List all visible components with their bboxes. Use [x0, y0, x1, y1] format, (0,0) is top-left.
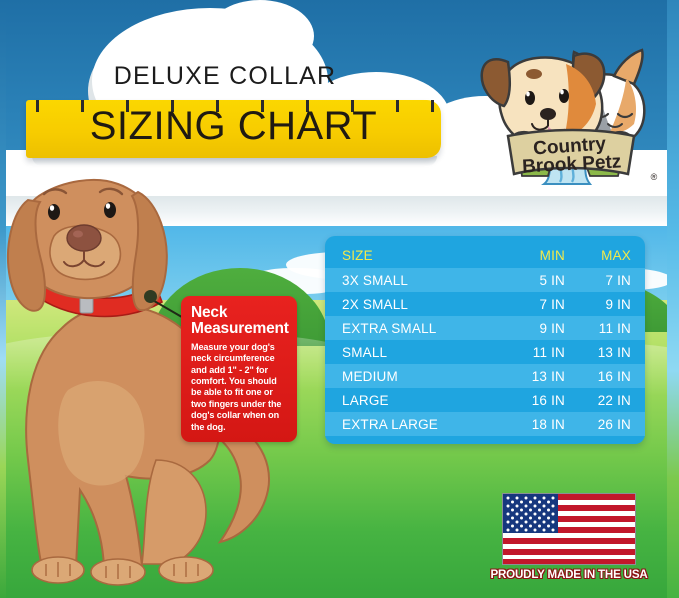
cell-size: EXTRA LARGE [342, 416, 438, 432]
table-header-row: SIZE MIN MAX [325, 242, 645, 268]
cell-size: LARGE [342, 392, 389, 408]
ruler-tick [126, 100, 129, 112]
left-border-strip [0, 0, 6, 598]
cell-max: 11 IN [598, 320, 631, 336]
right-border-strip [667, 0, 679, 598]
table-row: SMALL 11 IN 13 IN [325, 340, 645, 364]
table-row: EXTRA SMALL 9 IN 11 IN [325, 316, 645, 340]
callout-title-line2: Measurement [191, 319, 289, 337]
country-brook-petz-logo: Country Brook Petz ® [478, 26, 664, 186]
cell-min: 9 IN [539, 320, 565, 336]
column-header-max: MAX [601, 247, 631, 263]
sizing-chart-banner: SIZING CHART [26, 100, 441, 166]
cell-min: 18 IN [531, 416, 565, 432]
table-row: EXTRA LARGE 18 IN 26 IN [325, 412, 645, 436]
ruler-tick [81, 100, 84, 112]
cell-size: 2X SMALL [342, 296, 409, 312]
ruler-tick [261, 100, 264, 112]
cell-max: 22 IN [597, 392, 631, 408]
table-row: 2X SMALL 7 IN 9 IN [325, 292, 645, 316]
ruler-tick [306, 100, 309, 112]
measurement-point-marker [144, 290, 157, 303]
logo-text-line2: Brook Petz [522, 151, 622, 177]
table-row: MEDIUM 13 IN 16 IN [325, 364, 645, 388]
cell-min: 11 IN [532, 344, 565, 360]
ruler-tick [351, 100, 354, 112]
table-row: 3X SMALL 5 IN 7 IN [325, 268, 645, 292]
ruler-tick [216, 100, 219, 112]
made-in-usa-block: PROUDLY MADE IN THE USA [489, 493, 649, 581]
cloud-small-top [206, 0, 314, 72]
ruler-banner: SIZING CHART [26, 100, 441, 158]
ruler-tick [396, 100, 399, 112]
sizing-table: SIZE MIN MAX 3X SMALL 5 IN 7 IN 2X SMALL… [325, 236, 645, 444]
banner-shadow [32, 156, 437, 166]
cell-min: 5 IN [539, 272, 565, 288]
united-states-flag-icon [502, 493, 636, 565]
registered-trademark-icon: ® [651, 172, 658, 182]
cell-max: 7 IN [605, 272, 631, 288]
cell-size: MEDIUM [342, 368, 398, 384]
column-header-size: SIZE [342, 247, 373, 263]
ruler-tick [36, 100, 39, 112]
cell-size: EXTRA SMALL [342, 320, 437, 336]
made-in-usa-text: PROUDLY MADE IN THE USA [490, 568, 648, 581]
cell-max: 9 IN [605, 296, 631, 312]
ruler-tick [171, 100, 174, 112]
neck-measurement-callout: Neck Measurement Measure your dog's neck… [181, 296, 297, 443]
cell-size: SMALL [342, 344, 388, 360]
cell-max: 16 IN [597, 368, 631, 384]
callout-body-text: Measure your dog's neck circumference an… [191, 341, 282, 432]
page-title: SIZING CHART [89, 104, 378, 148]
callout-leader-line [148, 297, 189, 322]
cell-min: 16 IN [531, 392, 565, 408]
table-row: LARGE 16 IN 22 IN [325, 388, 645, 412]
cell-min: 7 IN [539, 296, 565, 312]
cell-min: 13 IN [531, 368, 565, 384]
callout-title-line1: Neck [191, 304, 228, 321]
page-subtitle: DELUXE COLLAR [113, 62, 337, 90]
dog-illustration [6, 160, 306, 598]
ruler-tick [431, 100, 434, 112]
cell-max: 26 IN [597, 416, 631, 432]
logo-text-line1: Country [533, 133, 608, 159]
flag-canton [503, 494, 558, 533]
cell-max: 13 IN [597, 344, 631, 360]
column-header-min: MIN [539, 247, 565, 263]
cell-size: 3X SMALL [342, 272, 409, 288]
